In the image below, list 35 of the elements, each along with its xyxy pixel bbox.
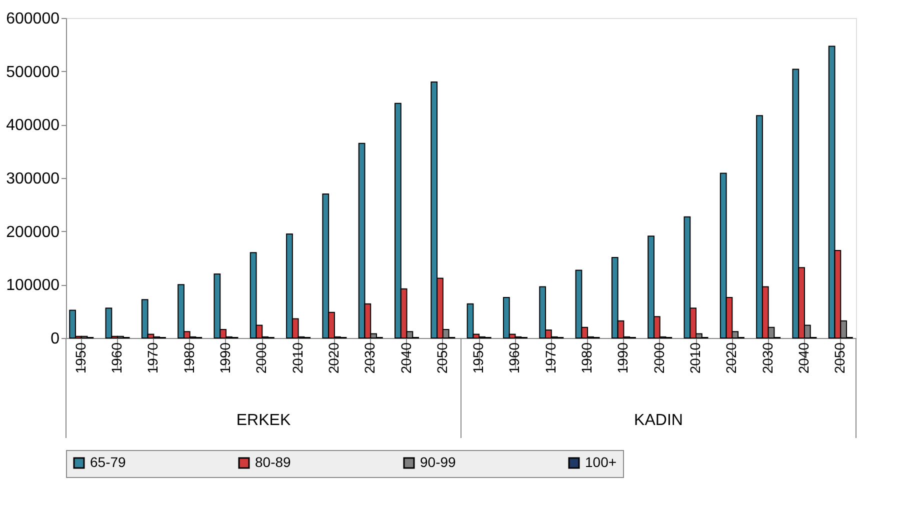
- text: ERKEK: [236, 412, 291, 429]
- x-tick-label: 1970: [144, 342, 161, 374]
- y-tick-label: 100000: [6, 277, 60, 294]
- y-tick-label: 400000: [6, 117, 60, 134]
- legend-label: 100+: [585, 454, 617, 470]
- y-tick-label: 200000: [6, 224, 60, 241]
- y-tick-label: 0: [50, 330, 60, 348]
- x-tick-label: 2030: [362, 342, 378, 374]
- x-tick-label: 2050: [832, 342, 848, 374]
- x-tick-label: 1950: [72, 342, 88, 374]
- y-tick-label: 600000: [6, 10, 60, 28]
- x-tick-label: 2030: [759, 342, 776, 374]
- legend-label: 65-79: [90, 454, 126, 470]
- x-tick-label: 1970: [542, 342, 558, 374]
- x-tick-label: 1990: [216, 342, 233, 374]
- y-tick-label: 500000: [6, 64, 60, 81]
- x-tick-label: 1980: [578, 342, 595, 374]
- x-tick-label: 2020: [723, 342, 740, 374]
- y-tick-label: 300000: [6, 170, 60, 188]
- x-tick-label: 2010: [289, 342, 306, 374]
- legend-label: 90-99: [420, 454, 456, 470]
- x-tick-label: 2020: [325, 342, 342, 374]
- x-tick-label: 2000: [253, 342, 270, 374]
- x-tick-label: 1960: [506, 342, 522, 374]
- x-tick-label: 2040: [795, 342, 812, 374]
- x-tick-label: 2040: [398, 342, 414, 374]
- x-tick-label: 1950: [470, 342, 486, 374]
- x-tick-label: 1980: [180, 342, 197, 374]
- x-tick-label: 1990: [614, 342, 631, 374]
- text: KADIN: [634, 412, 683, 429]
- x-tick-label: 1960: [108, 342, 125, 374]
- x-tick-label: 2000: [650, 342, 667, 374]
- x-tick-label: 2010: [687, 342, 704, 374]
- legend-label: 80-89: [255, 454, 292, 470]
- x-tick-label: 2050: [434, 342, 450, 374]
